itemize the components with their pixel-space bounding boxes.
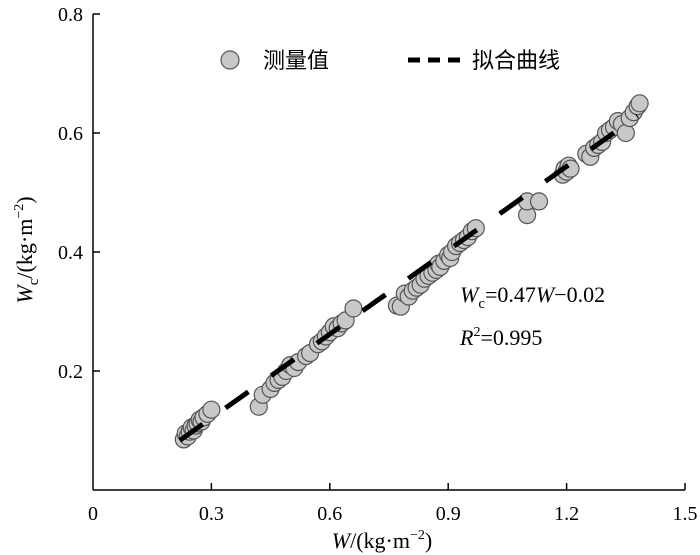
data-point-75 — [616, 123, 635, 143]
legend-label-measured: 测量值 — [263, 49, 329, 74]
data-point-33 — [344, 299, 363, 318]
r-squared-sup: 2 — [473, 325, 480, 340]
fit-equation: Wc=0.47W−0.02 — [460, 282, 605, 312]
y-tick-label-2: 0.6 — [58, 123, 83, 145]
fit-line — [178, 113, 640, 443]
x-axis-label: W/(kg·m−2) — [332, 528, 432, 553]
equation-rhs-var: W — [536, 282, 556, 307]
x-tick-label-0: 0 — [88, 503, 98, 525]
x-tick-label-1: 0.3 — [199, 503, 224, 525]
x-tick-label-5: 1.5 — [673, 503, 698, 525]
x-tick-label-3: 0.9 — [436, 503, 461, 525]
y-tick-label-0: 0.2 — [58, 361, 83, 383]
x-label-unit: /(kg·m — [350, 528, 410, 553]
y-label-close: ) — [12, 196, 37, 203]
equation-lhs-main: W — [460, 282, 480, 307]
axes: 0 0.3 0.6 0.9 1.2 1.5 0.2 0.4 0.6 0.8 — [58, 4, 698, 525]
r-squared-label: R — [459, 325, 474, 350]
legend-label-fit: 拟合曲线 — [472, 49, 560, 74]
data-point-79 — [630, 94, 649, 113]
legend-marker-circle — [220, 50, 240, 70]
x-label-close: ) — [425, 528, 432, 553]
x-tick-label-2: 0.6 — [317, 503, 342, 525]
x-tick-label-4: 1.2 — [554, 503, 579, 525]
x-label-main: W — [332, 528, 352, 553]
y-label-main: W — [12, 284, 37, 304]
plot-area — [174, 94, 649, 449]
y-label-sub: c — [26, 278, 42, 285]
y-axis-label: Wc/(kg·m−2) — [12, 196, 42, 303]
equation-lhs-sub: c — [478, 296, 485, 312]
legend: 测量值 拟合曲线 — [220, 49, 560, 74]
equation-rhs-b: −0.02 — [554, 282, 605, 307]
y-tick-label-1: 0.4 — [58, 242, 83, 264]
r-squared: R2=0.995 — [459, 325, 542, 350]
r-squared-value: =0.995 — [480, 325, 542, 350]
x-label-sup: −2 — [410, 528, 425, 543]
y-label-unit: /(kg·m — [12, 219, 37, 279]
data-point-59 — [529, 192, 549, 211]
y-label-sup: −2 — [12, 204, 27, 219]
y-tick-label-3: 0.8 — [58, 4, 83, 26]
data-point-12 — [202, 400, 221, 419]
equation-rhs-a: =0.47 — [485, 282, 536, 307]
